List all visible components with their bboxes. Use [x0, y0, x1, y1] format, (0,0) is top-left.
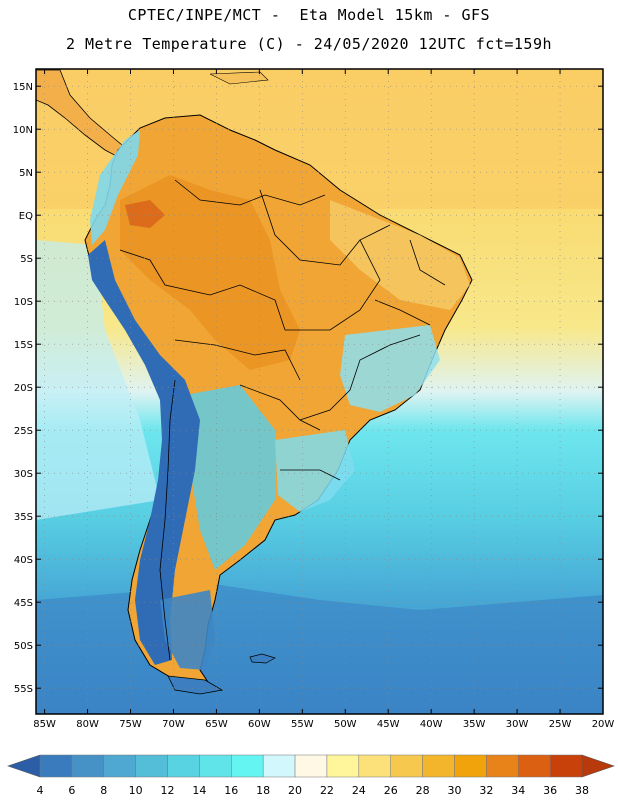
pacific-cool-patch: [36, 240, 160, 520]
lon-tick-label: 75W: [119, 719, 142, 730]
lat-tick-label: 10S: [14, 297, 33, 308]
south-brazil-cool-zone: [275, 430, 355, 512]
colorbar-label: 30: [447, 784, 461, 797]
colorbar-label: 32: [479, 784, 493, 797]
colorbar-box: [358, 754, 391, 778]
lat-tick-label: 25S: [14, 426, 33, 437]
lat-tick-label: 10N: [13, 125, 33, 136]
colorbar-box: [167, 754, 200, 778]
border-chile-argentina: [159, 379, 176, 661]
tierra-del-fuego: [167, 675, 224, 695]
colorbar-label: 20: [288, 784, 302, 797]
lat-tick-label: 20S: [14, 383, 33, 394]
colorbar-label: 24: [352, 784, 366, 797]
colorbar-box: [262, 754, 296, 778]
colorbar-label: 14: [192, 784, 206, 797]
lat-tick-label: 5S: [20, 254, 33, 265]
falkland-islands: [249, 653, 276, 664]
colorbar-box: [231, 754, 264, 778]
colorbar-box: [39, 754, 73, 778]
temperature-colorbar: 4 6 8 10 12 14 16 18 20 22 24 26 28 30 32 34 36 38: [7, 754, 615, 797]
lon-tick-label: 45W: [377, 719, 400, 730]
colorbar-label: 6: [68, 784, 75, 797]
colorbar-label: 18: [256, 784, 270, 797]
country-borders: [119, 179, 446, 661]
lon-tick-label: 40W: [420, 719, 443, 730]
colorbar-label: 12: [161, 784, 175, 797]
lat-tick-label: 55S: [14, 684, 33, 695]
border-east-states: [374, 299, 431, 326]
lat-tick-label: 30S: [14, 469, 33, 480]
lon-tick-label: 70W: [162, 719, 185, 730]
border-states-north: [259, 189, 361, 266]
lon-tick-label: 80W: [76, 719, 99, 730]
andes-cold-strip: [88, 240, 200, 665]
lon-tick-label: 35W: [463, 719, 486, 730]
colorbar-label: 34: [511, 784, 525, 797]
hottest-spot: [125, 200, 165, 228]
border-bolivia: [174, 339, 301, 381]
colorbar-label: 16: [224, 784, 238, 797]
lon-tick-label: 30W: [506, 719, 529, 730]
lat-tick-label: 35S: [14, 512, 33, 523]
border-northeast-states: [409, 239, 446, 286]
lon-tick-label: 60W: [248, 719, 271, 730]
northern-andes-cool: [90, 130, 140, 245]
colorbar-label: 10: [129, 784, 143, 797]
colorbar-high-arrow: [581, 754, 615, 778]
lat-tick-label: 15S: [14, 340, 33, 351]
border-peru-brazil: [119, 249, 286, 331]
latitude-axis: 15N 10N 5N EQ 5S 10S 15S 20S 25S 30S 35S 40S 45S 50S 5…: [13, 82, 603, 695]
colorbar-label: 22: [320, 784, 334, 797]
lon-tick-label: 25W: [549, 719, 572, 730]
colorbar-label: 36: [543, 784, 557, 797]
map-title-line-2: 2 Metre Temperature (C) - 24/05/2020 12U…: [65, 35, 553, 53]
colorbar-box: [326, 754, 360, 778]
colorbar-box: [486, 754, 519, 778]
southeast-cool-zone: [340, 325, 440, 412]
colorbar-label: 26: [384, 784, 398, 797]
lat-tick-label: 40S: [14, 555, 33, 566]
colorbar-label: 38: [575, 784, 589, 797]
colorbar-label: 28: [416, 784, 430, 797]
longitude-axis: 85W 80W 75W 70W 65W 60W 55W 50W 45W 40W 35W 30W 25W 2…: [33, 69, 614, 730]
colorbar-box: [199, 754, 232, 778]
colorbar-label: 4: [37, 784, 44, 797]
lon-tick-label: 50W: [334, 719, 357, 730]
hot-interior-zone: [120, 175, 300, 370]
colorbar-low-arrow: [7, 754, 41, 778]
lon-tick-label: 65W: [205, 719, 228, 730]
southern-ocean-cold: [36, 585, 603, 714]
colorbar-box: [294, 754, 328, 778]
map-area: [36, 69, 603, 714]
lon-tick-label: 55W: [291, 719, 314, 730]
map-frame: [35, 68, 604, 715]
colorbar-box: [517, 754, 551, 778]
colorbar-box: [390, 754, 423, 778]
colorbar-box: [454, 754, 487, 778]
lat-tick-label: 5N: [19, 168, 33, 179]
lon-tick-label: 20W: [592, 719, 615, 730]
map-title-line-1: CPTEC/INPE/MCT - Eta Model 15km - GFS: [127, 6, 491, 24]
lat-tick-label: EQ: [19, 211, 33, 222]
lat-tick-label: 50S: [14, 641, 33, 652]
caribbean-islands: [209, 71, 269, 85]
colorbar-box: [135, 754, 168, 778]
border-uruguay: [280, 469, 341, 481]
lat-tick-label: 45S: [14, 598, 33, 609]
lon-tick-label: 85W: [33, 719, 56, 730]
colorbar-box: [103, 754, 136, 778]
border-states-south: [299, 334, 421, 421]
colorbar-box: [71, 754, 105, 778]
colorbar-label: 8: [100, 784, 107, 797]
argentina-cool-zone: [185, 385, 275, 570]
lat-tick-label: 15N: [13, 82, 33, 93]
colorbar-box: [422, 754, 455, 778]
border-states-center: [285, 224, 391, 331]
border-north: [174, 179, 326, 206]
colorbar-box: [549, 754, 583, 778]
northeast-mild-zone: [330, 200, 470, 310]
border-paraguay: [239, 384, 321, 431]
